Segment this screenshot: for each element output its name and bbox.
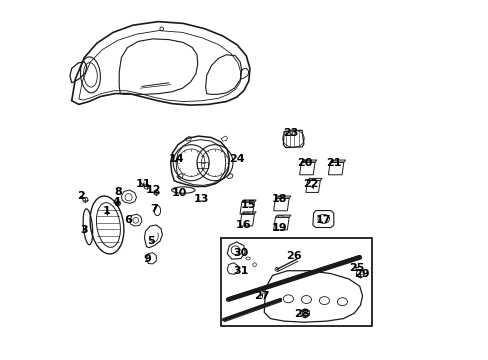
Text: 17: 17 [315,215,331,225]
Text: 11: 11 [135,179,150,189]
Text: 16: 16 [235,220,251,230]
Text: 25: 25 [348,263,364,273]
Text: 30: 30 [233,248,248,258]
Text: 19: 19 [271,222,287,233]
Bar [243,200,249,202]
Text: 9: 9 [143,254,151,264]
Text: 28: 28 [294,309,309,319]
Bar [332,161,337,162]
Bar [309,179,314,180]
Text: 23: 23 [283,128,298,138]
Text: 12: 12 [146,185,161,195]
Text: 26: 26 [286,251,302,261]
Text: 5: 5 [147,236,154,246]
Text: 20: 20 [297,158,312,168]
Bar [277,215,283,217]
Text: 8: 8 [114,186,122,197]
Text: 14: 14 [168,154,183,164]
Text: 4: 4 [113,197,121,207]
Text: 10: 10 [172,188,187,198]
Text: 18: 18 [271,194,287,204]
Text: 22: 22 [303,179,318,189]
Text: 13: 13 [193,194,208,204]
Text: 21: 21 [325,158,341,168]
Text: 2: 2 [78,191,85,201]
Bar [277,197,283,198]
Text: 27: 27 [253,291,269,301]
Bar [243,212,249,213]
Text: 24: 24 [228,154,244,164]
Text: 7: 7 [150,204,157,214]
Bar [221,238,371,326]
Bar [303,161,309,162]
Text: 3: 3 [81,225,88,235]
Text: 6: 6 [124,215,132,225]
Text: 15: 15 [240,200,255,210]
Text: 31: 31 [233,266,248,276]
Text: 1: 1 [103,206,111,216]
Text: 29: 29 [353,269,368,279]
Bar [197,162,208,168]
